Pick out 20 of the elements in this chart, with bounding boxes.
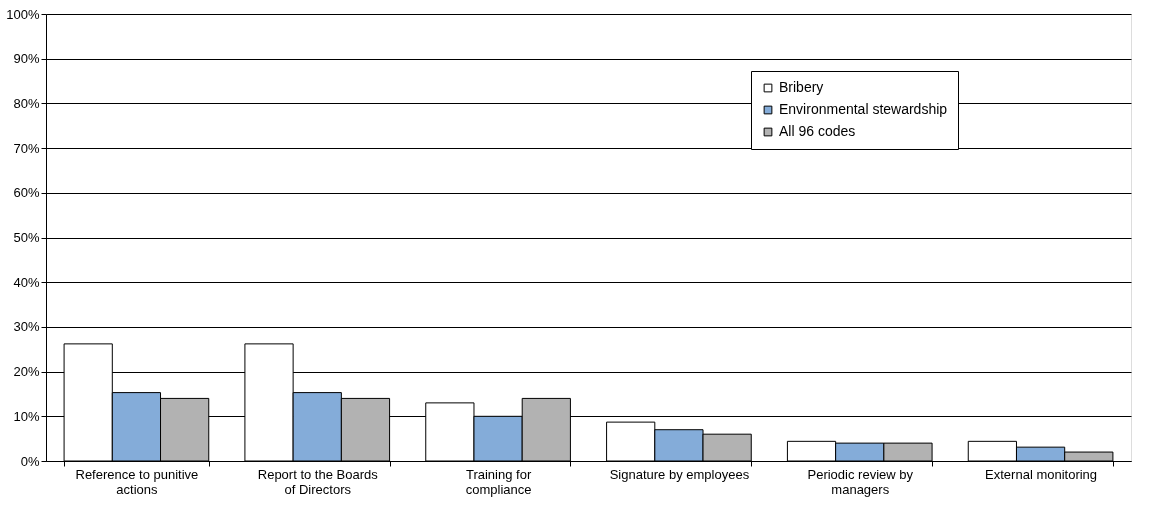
x-tick-label: Reference to punitive actions	[75, 466, 199, 497]
x-tick-label: Periodic review by managers	[807, 466, 914, 497]
legend-label: Bribery	[779, 79, 824, 95]
y-tick-label: 0%	[20, 453, 40, 469]
legend-label: All 96 codes	[779, 123, 856, 139]
x-tick-label: Training for compliance	[465, 466, 532, 497]
y-tick-label: 10%	[13, 408, 40, 424]
x-tick-label: Report to the Boards of Directors	[257, 466, 379, 497]
legend-label: Environmental stewardship	[779, 101, 948, 117]
y-tick-label: 40%	[13, 274, 40, 290]
y-tick-label: 90%	[13, 51, 40, 67]
y-tick-label: 80%	[13, 95, 40, 111]
x-tick-label: Signature by employees	[609, 466, 750, 482]
x-tick-label: External monitoring	[985, 466, 1098, 482]
y-tick-label: 100%	[6, 6, 40, 22]
y-tick-label: 30%	[13, 319, 40, 335]
y-tick-label: 70%	[13, 140, 40, 156]
y-tick-label: 60%	[13, 185, 40, 201]
y-tick-label: 20%	[13, 364, 40, 380]
y-tick-label: 50%	[13, 230, 40, 245]
